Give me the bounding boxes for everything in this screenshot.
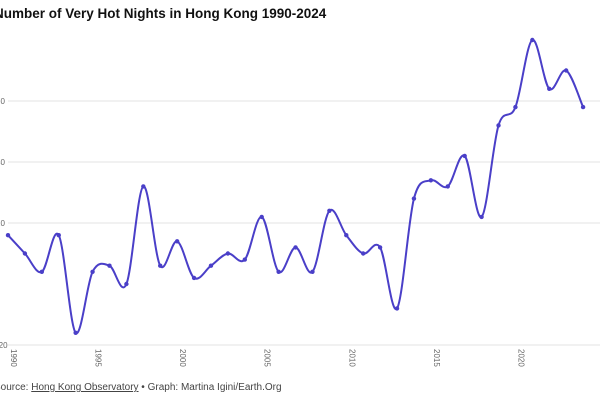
x-tick-label: 2005	[263, 349, 272, 367]
y-tick-label: 20	[0, 219, 5, 228]
data-point	[191, 275, 197, 281]
y-tick-label: 40	[0, 158, 5, 167]
x-tick-label: 1990	[9, 349, 18, 367]
data-point	[462, 153, 467, 159]
y-tick-label: -20	[0, 341, 8, 350]
x-tick-label: 1995	[94, 349, 103, 367]
data-point	[22, 251, 28, 256]
data-point	[73, 330, 78, 335]
x-tick-label: 2020	[516, 349, 525, 367]
data-point	[580, 104, 586, 110]
data-point	[394, 306, 400, 311]
data-point	[530, 37, 535, 43]
data-point	[225, 251, 231, 256]
data-point	[90, 269, 95, 274]
source-prefix: Source:	[0, 382, 29, 393]
source-link[interactable]: Hong Kong Observatory	[31, 382, 139, 393]
data-point	[377, 245, 383, 250]
data-point	[344, 233, 349, 238]
data-point	[141, 184, 146, 189]
data-point	[276, 269, 281, 274]
data-point	[479, 214, 484, 220]
data-point	[327, 208, 332, 213]
data-point	[5, 233, 11, 238]
data-point	[124, 281, 129, 287]
data-point	[428, 178, 434, 183]
data-point	[56, 233, 61, 238]
data-point	[107, 263, 112, 268]
data-point	[39, 269, 45, 274]
y-tick-label: 60	[0, 97, 5, 106]
data-point	[242, 257, 247, 262]
source-suffix: • Graph: Martina Igini/Earth.Org	[138, 382, 282, 393]
data-point	[310, 269, 315, 274]
data-points	[5, 37, 586, 335]
data-point	[411, 196, 417, 201]
data-point	[259, 214, 264, 220]
x-axis-ticks: 19901995200020052010201520202025	[9, 349, 525, 367]
gridlines	[8, 100, 600, 346]
data-point	[563, 68, 569, 73]
source-note: Source: Hong Kong Observatory • Graph: M…	[0, 382, 282, 393]
x-tick-label: 2010	[347, 349, 356, 367]
data-point	[208, 263, 214, 268]
y-axis-ticks: -20 20 40 60	[0, 97, 8, 350]
data-point	[158, 263, 163, 268]
data-point	[513, 104, 518, 110]
series-line	[7, 38, 585, 334]
chart-title: Number of Very Hot Nights in Hong Kong 1…	[0, 6, 327, 21]
x-tick-label: 2000	[178, 349, 187, 367]
data-point	[293, 245, 298, 250]
data-point	[445, 184, 450, 189]
data-point	[174, 239, 180, 244]
data-point	[361, 251, 366, 256]
x-tick-label: 2015	[432, 349, 441, 367]
data-point	[547, 86, 552, 92]
data-point	[496, 123, 501, 128]
